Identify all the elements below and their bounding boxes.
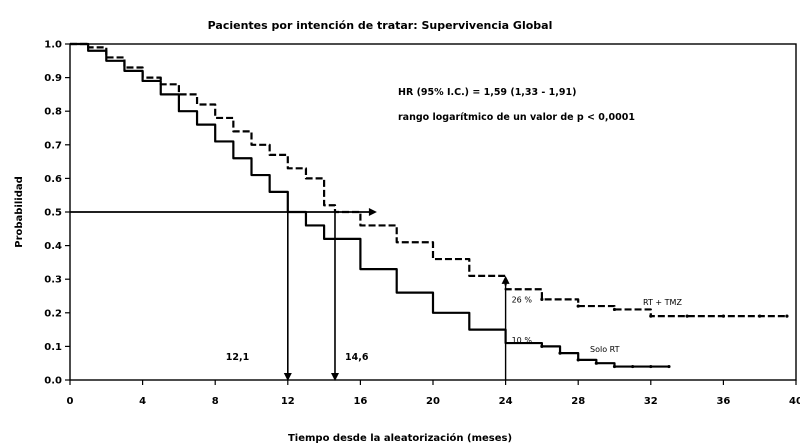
y-tick-label: 0.2 — [44, 308, 62, 319]
reference-lines — [70, 208, 510, 381]
x-tick-label: 12 — [281, 396, 295, 407]
y-tick-label: 0.5 — [44, 208, 62, 219]
censor-mark — [540, 344, 544, 348]
y-tick-label: 0.4 — [44, 241, 62, 252]
series-line-rt-tmz — [70, 42, 787, 318]
surv24-label-solo-rt: 10 % — [512, 336, 533, 345]
censor-mark — [631, 364, 635, 369]
x-tick-label: 20 — [426, 396, 440, 407]
x-tick-label: 28 — [571, 396, 585, 407]
censor-mark — [758, 314, 762, 318]
y-tick-label: 0.0 — [44, 376, 62, 387]
x-tick-label: 8 — [212, 396, 219, 407]
y-tick-label: 0.7 — [44, 140, 62, 151]
x-tick-label: 32 — [644, 396, 658, 407]
censor-mark — [649, 314, 653, 318]
median-arrow-head — [368, 208, 377, 216]
median-drop-arrow — [330, 373, 339, 381]
series-line-solo-rt — [70, 42, 669, 368]
annotations: 12,1 14,6 26 % 10 % — [226, 296, 533, 363]
chart-title: Pacientes por intención de tratar: Super… — [208, 19, 553, 32]
x-axis-label: Tiempo desde la aleatorización (meses) — [288, 432, 512, 444]
series-layer — [70, 42, 789, 369]
censor-mark — [594, 361, 598, 365]
censor-mark — [721, 314, 726, 318]
legend-solo-rt: Solo RT — [590, 345, 620, 354]
y-tick-label: 1.0 — [44, 40, 62, 51]
censor-mark — [612, 307, 617, 312]
x-tick-label: 4 — [139, 396, 146, 407]
x-tick-label: 36 — [716, 396, 730, 407]
y-tick-label: 0.9 — [44, 73, 62, 84]
y-tick-label: 0.6 — [44, 174, 62, 185]
y-tick-label: 0.1 — [44, 342, 62, 353]
censor-mark — [576, 358, 580, 362]
censor-mark — [576, 304, 580, 308]
x-axis-ticks: 0 4 8 12 16 20 24 28 32 36 40 — [67, 380, 800, 407]
censor-mark — [540, 297, 544, 301]
month24-arrow-head — [501, 275, 510, 284]
median-label-solo-rt: 12,1 — [226, 352, 249, 363]
hr-annotation: HR (95% I.C.) = 1,59 (1,33 - 1,91) — [398, 87, 576, 98]
x-tick-label: 0 — [67, 396, 74, 407]
censor-mark — [785, 314, 789, 318]
y-axis-ticks: 0.0 0.1 0.2 0.3 0.4 0.5 0.6 0.7 0.8 0.9 1.0 — [44, 40, 70, 387]
censor-mark — [649, 364, 653, 369]
x-tick-label: 16 — [353, 396, 367, 407]
x-tick-label: 24 — [499, 396, 513, 407]
x-tick-label: 40 — [789, 396, 800, 407]
censor-mark — [667, 364, 671, 369]
legend-rt-tmz: RT + TMZ — [643, 298, 682, 307]
y-tick-label: 0.8 — [44, 107, 62, 118]
surv24-label-rt-tmz: 26 % — [512, 296, 533, 305]
median-label-rt-tmz: 14,6 — [345, 352, 369, 363]
censor-mark — [558, 351, 562, 355]
censor-mark — [612, 364, 617, 369]
censor-mark — [685, 314, 689, 318]
p-value-annotation: rango logarítmico de un valor de p < 0,0… — [398, 112, 635, 123]
y-tick-label: 0.3 — [44, 275, 62, 286]
y-axis-label: Probabilidad — [14, 176, 25, 248]
median-drop-arrow — [283, 373, 292, 381]
